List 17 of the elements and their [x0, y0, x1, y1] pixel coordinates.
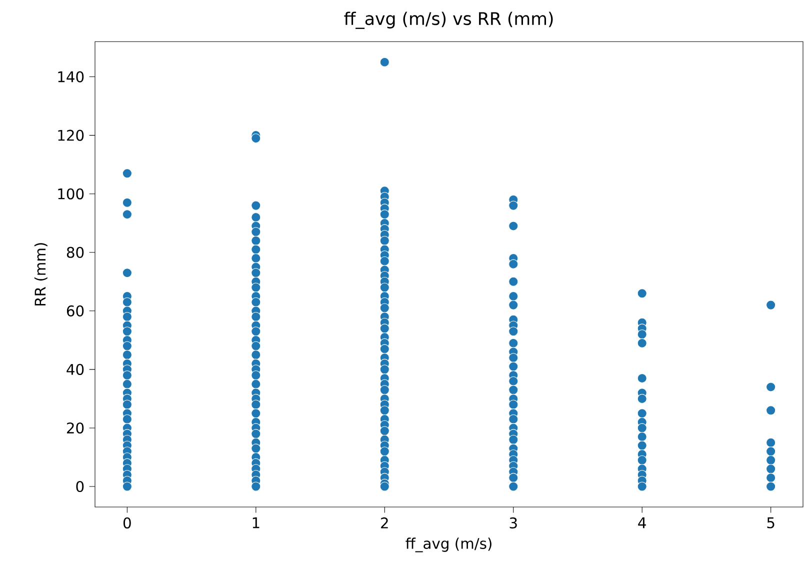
y-tick-label: 0	[76, 480, 84, 492]
x-tick-label: 5	[767, 517, 774, 528]
x-tick-label: 1	[252, 517, 260, 528]
chart-title: ff_avg (m/s) vs RR (mm)	[344, 12, 553, 29]
y-tick-label: 120	[58, 130, 84, 141]
y-tick-label: 80	[66, 246, 84, 258]
y-tick-label: 60	[66, 305, 84, 316]
y-tick-label: 140	[58, 71, 84, 82]
x-tick-label: 0	[123, 517, 131, 528]
y-axis-title: RR (mm)	[34, 243, 48, 306]
y-tick-label: 20	[67, 422, 84, 434]
y-tick-label: 40	[66, 364, 84, 375]
x-axis-title: ff_avg (m/s)	[406, 538, 492, 552]
x-tick-label: 4	[638, 517, 646, 528]
x-tick-label: 3	[510, 517, 517, 528]
y-tick-label: 100	[58, 188, 84, 200]
x-tick-label: 2	[381, 517, 388, 528]
